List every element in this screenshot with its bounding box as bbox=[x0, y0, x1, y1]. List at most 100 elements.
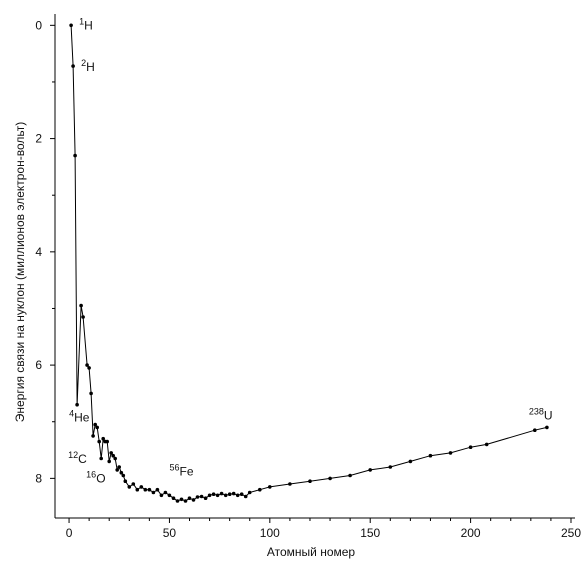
data-point bbox=[87, 366, 91, 370]
data-point bbox=[143, 487, 148, 492]
data-point bbox=[187, 496, 192, 501]
annotation-label: 1H bbox=[79, 16, 93, 32]
annotation-element: C bbox=[78, 452, 87, 466]
data-point bbox=[235, 493, 240, 498]
data-point bbox=[368, 468, 373, 472]
annotation-label: 56Fe bbox=[169, 462, 193, 478]
y-tick-label: 0 bbox=[35, 18, 42, 32]
data-point bbox=[448, 451, 453, 455]
data-point bbox=[107, 459, 111, 464]
data-point bbox=[348, 473, 352, 478]
data-point bbox=[93, 422, 97, 427]
data-point bbox=[167, 493, 172, 498]
data-point bbox=[328, 476, 332, 481]
annotation-element: Fe bbox=[180, 464, 194, 478]
data-point bbox=[247, 490, 252, 495]
data-point bbox=[119, 470, 124, 475]
data-point bbox=[171, 496, 176, 501]
x-tick-label: 100 bbox=[260, 526, 280, 540]
y-tick-label: 2 bbox=[35, 132, 42, 146]
annotation-mass-number: 4 bbox=[69, 409, 74, 419]
annotation-element: He bbox=[74, 411, 90, 425]
data-point bbox=[223, 493, 228, 498]
data-point bbox=[159, 493, 164, 498]
y-axis-title: Энергия связи на нуклон (миллионов элект… bbox=[13, 122, 27, 422]
annotation-mass-number: 1 bbox=[79, 16, 84, 26]
annotation-mass-number: 12 bbox=[68, 450, 78, 460]
data-point bbox=[79, 303, 83, 308]
y-tick-label: 4 bbox=[35, 245, 42, 259]
data-point bbox=[468, 445, 473, 450]
data-point bbox=[484, 442, 489, 447]
data-point bbox=[428, 453, 433, 458]
ticks: 0 50 100 150 200 250 0 2 4 6 8 bbox=[35, 18, 581, 540]
data-point bbox=[211, 492, 216, 497]
annotation-label: 238U bbox=[529, 406, 553, 422]
data-point bbox=[73, 153, 77, 158]
data-point bbox=[195, 495, 200, 499]
data-point bbox=[109, 451, 113, 455]
annotation-label: 12C bbox=[68, 450, 87, 466]
x-axis-title: Атомный номер bbox=[267, 545, 356, 559]
data-point bbox=[91, 434, 95, 438]
annotation-mass-number: 238 bbox=[529, 406, 544, 416]
annotation-mass-number: 16 bbox=[86, 470, 96, 480]
data-point bbox=[545, 425, 549, 430]
data-point bbox=[127, 485, 132, 489]
data-point bbox=[219, 491, 224, 496]
annotation-mass-number: 56 bbox=[169, 462, 179, 472]
data-point bbox=[308, 479, 312, 484]
data-point bbox=[75, 402, 79, 407]
data-point bbox=[135, 487, 140, 492]
y-tick-label: 8 bbox=[35, 471, 42, 485]
data-point bbox=[191, 498, 196, 502]
axes bbox=[54, 14, 575, 519]
data-point bbox=[111, 453, 115, 458]
annotation-mass-number: 2 bbox=[81, 58, 86, 68]
annotation-element: U bbox=[544, 408, 553, 422]
data-point bbox=[85, 363, 89, 367]
data-point bbox=[258, 487, 262, 492]
data-point bbox=[123, 479, 128, 484]
data-point bbox=[81, 315, 85, 319]
data-point bbox=[117, 465, 121, 469]
x-tick-label: 50 bbox=[163, 526, 177, 540]
data-point bbox=[89, 391, 93, 396]
data-point bbox=[155, 487, 160, 492]
data-point bbox=[243, 494, 248, 499]
data-point bbox=[268, 485, 272, 489]
y-tick-label: 6 bbox=[35, 358, 42, 372]
data-point bbox=[175, 499, 180, 503]
data-point bbox=[69, 23, 73, 28]
x-tick-label: 150 bbox=[360, 526, 380, 540]
x-tick-label: 0 bbox=[66, 526, 73, 540]
data-point bbox=[71, 64, 75, 68]
data-point bbox=[105, 439, 109, 444]
data-point bbox=[533, 428, 537, 433]
data-point bbox=[231, 491, 236, 496]
x-tick-label: 200 bbox=[461, 526, 481, 540]
data-point bbox=[113, 456, 117, 461]
annotation-element: H bbox=[84, 18, 93, 32]
data-point bbox=[215, 493, 220, 498]
data-point bbox=[121, 473, 126, 478]
annotation-element: O bbox=[96, 472, 105, 486]
data-series bbox=[69, 23, 549, 503]
data-point bbox=[288, 482, 292, 486]
data-point bbox=[101, 436, 105, 441]
data-point bbox=[131, 482, 136, 486]
x-tick-label: 250 bbox=[561, 526, 581, 540]
data-point bbox=[207, 493, 212, 498]
series-line bbox=[70, 25, 548, 502]
data-point bbox=[95, 425, 99, 430]
data-point bbox=[99, 456, 103, 461]
data-point bbox=[163, 490, 168, 495]
data-point bbox=[388, 465, 393, 469]
annotation-label: 16O bbox=[86, 470, 105, 486]
annotation-label: 4He bbox=[69, 409, 90, 425]
annotation-element: H bbox=[86, 60, 95, 74]
data-point bbox=[147, 487, 152, 492]
